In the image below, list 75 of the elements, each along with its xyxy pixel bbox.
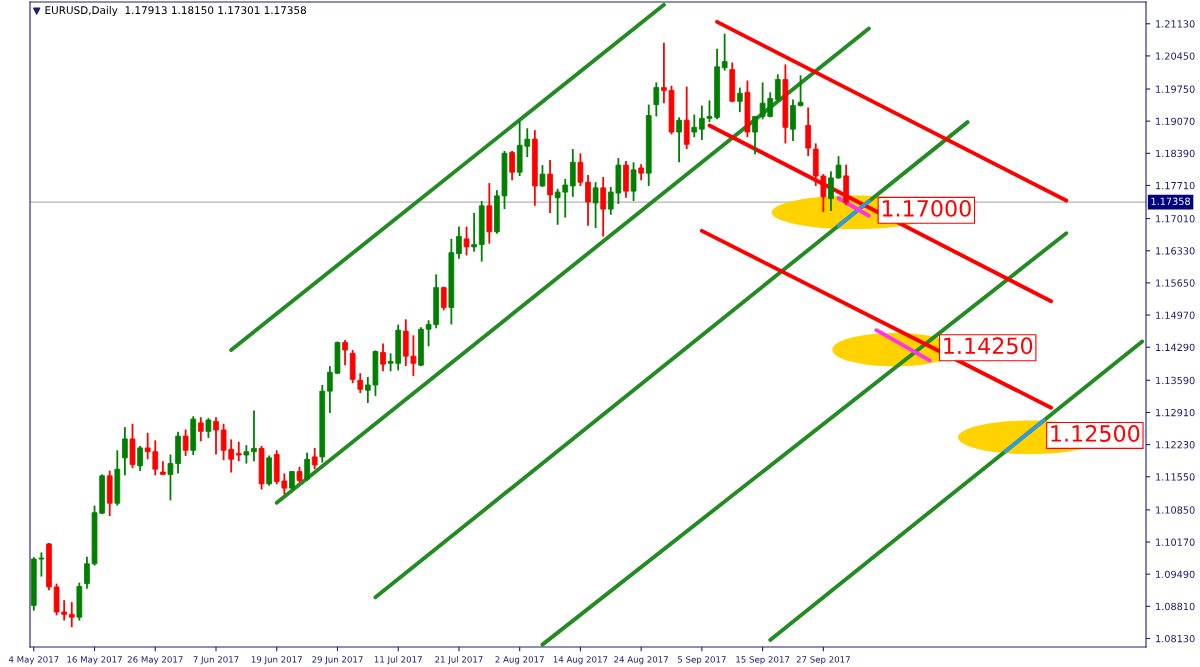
candlestick (342, 339, 348, 367)
candlestick (774, 73, 781, 103)
x-tick-label: 7 Jun 2017 (193, 656, 239, 665)
candlestick (182, 428, 189, 457)
annotation: 1.17000 (882, 199, 971, 217)
candlestick (569, 148, 576, 198)
x-tick-label: 24 Aug 2017 (614, 656, 668, 665)
candlestick (539, 164, 546, 188)
x-tick-label: 4 May 2017 (8, 656, 59, 665)
candlestick (357, 372, 364, 394)
x-tick-label: 15 Sep 2017 (736, 656, 790, 665)
x-tick-label: 29 Jun 2017 (312, 656, 363, 665)
annotation: 1.12500 (1051, 425, 1140, 442)
candlestick (456, 225, 462, 260)
x-tick-label: 27 Sep 2017 (796, 656, 850, 665)
candlestick (122, 426, 128, 477)
annotation: 1.14250 (944, 337, 1033, 355)
candlestick (600, 176, 607, 238)
y-tick-label: 1.21130 (1156, 20, 1195, 28)
candlestick (213, 416, 219, 456)
candlestick (289, 470, 295, 491)
y-tick-label: 1.09490 (1156, 570, 1195, 578)
candlestick (577, 152, 584, 187)
y-tick-label: 1.16330 (1156, 247, 1195, 255)
candlestick (547, 159, 553, 214)
candlestick (509, 150, 515, 182)
x-tick-label: 21 Jul 2017 (435, 656, 483, 665)
y-tick-label: 1.12910 (1156, 408, 1195, 417)
y-tick-label: 1.17710 (1156, 181, 1195, 190)
candlestick (653, 81, 660, 118)
candlestick (691, 113, 698, 139)
y-tick-label: 1.12230 (1156, 441, 1195, 449)
candlestick (676, 116, 682, 164)
candlestick (235, 440, 242, 463)
candlestick (752, 115, 758, 156)
candlestick (137, 445, 143, 472)
y-tick-label: 1.19070 (1156, 117, 1195, 125)
y-tick-label: 1.10850 (1156, 506, 1195, 514)
candlestick (736, 86, 743, 114)
x-tick-label: 14 Aug 2017 (553, 656, 608, 665)
candlestick (592, 181, 599, 229)
candlestick (304, 451, 310, 482)
x-tick-label: 2 Aug 2017 (495, 656, 544, 665)
y-tick-label: 1.14970 (1156, 311, 1195, 319)
x-tick-label: 26 May 2017 (127, 656, 183, 665)
y-tick-label: 1.10170 (1156, 538, 1195, 546)
candlestick (197, 416, 204, 443)
y-tick-label: 1.13590 (1156, 376, 1195, 385)
candlestick (68, 601, 75, 629)
y-tick-label: 1.18390 (1156, 149, 1195, 158)
x-tick-label: 5 Sep 2017 (677, 656, 726, 665)
y-tick-label: 1.15650 (1156, 279, 1195, 287)
x-tick-label: 16 May 2017 (67, 656, 122, 665)
ref-line-label: 1.17358 (1151, 197, 1190, 205)
candlestick (311, 447, 318, 471)
candlestick (463, 225, 470, 257)
candlestick (243, 444, 250, 465)
y-tick-label: 1.19750 (1156, 85, 1195, 93)
candlestick (205, 417, 212, 439)
candlestick (585, 174, 591, 227)
chart-title: EURUSD,Daily 1.17913 1.18150 1.17301 1.17358 (45, 5, 307, 17)
x-tick-label: 19 Jun 2017 (251, 656, 302, 665)
y-tick-label: 1.08810 (1156, 602, 1195, 611)
candlestick (721, 32, 728, 72)
candlestick (380, 342, 386, 373)
y-tick-label: 1.14290 (1156, 343, 1195, 352)
y-tick-label: 1.11550 (1156, 473, 1195, 481)
y-tick-label: 1.17010 (1156, 215, 1195, 223)
candlestick (630, 161, 637, 202)
y-tick-label: 1.08130 (1156, 634, 1195, 643)
y-tick-label: 1.20450 (1156, 52, 1195, 60)
candlestick (251, 409, 257, 463)
candlestick (471, 211, 477, 253)
x-tick-label: 11 Jul 2017 (374, 656, 422, 665)
candlestick (805, 106, 812, 158)
